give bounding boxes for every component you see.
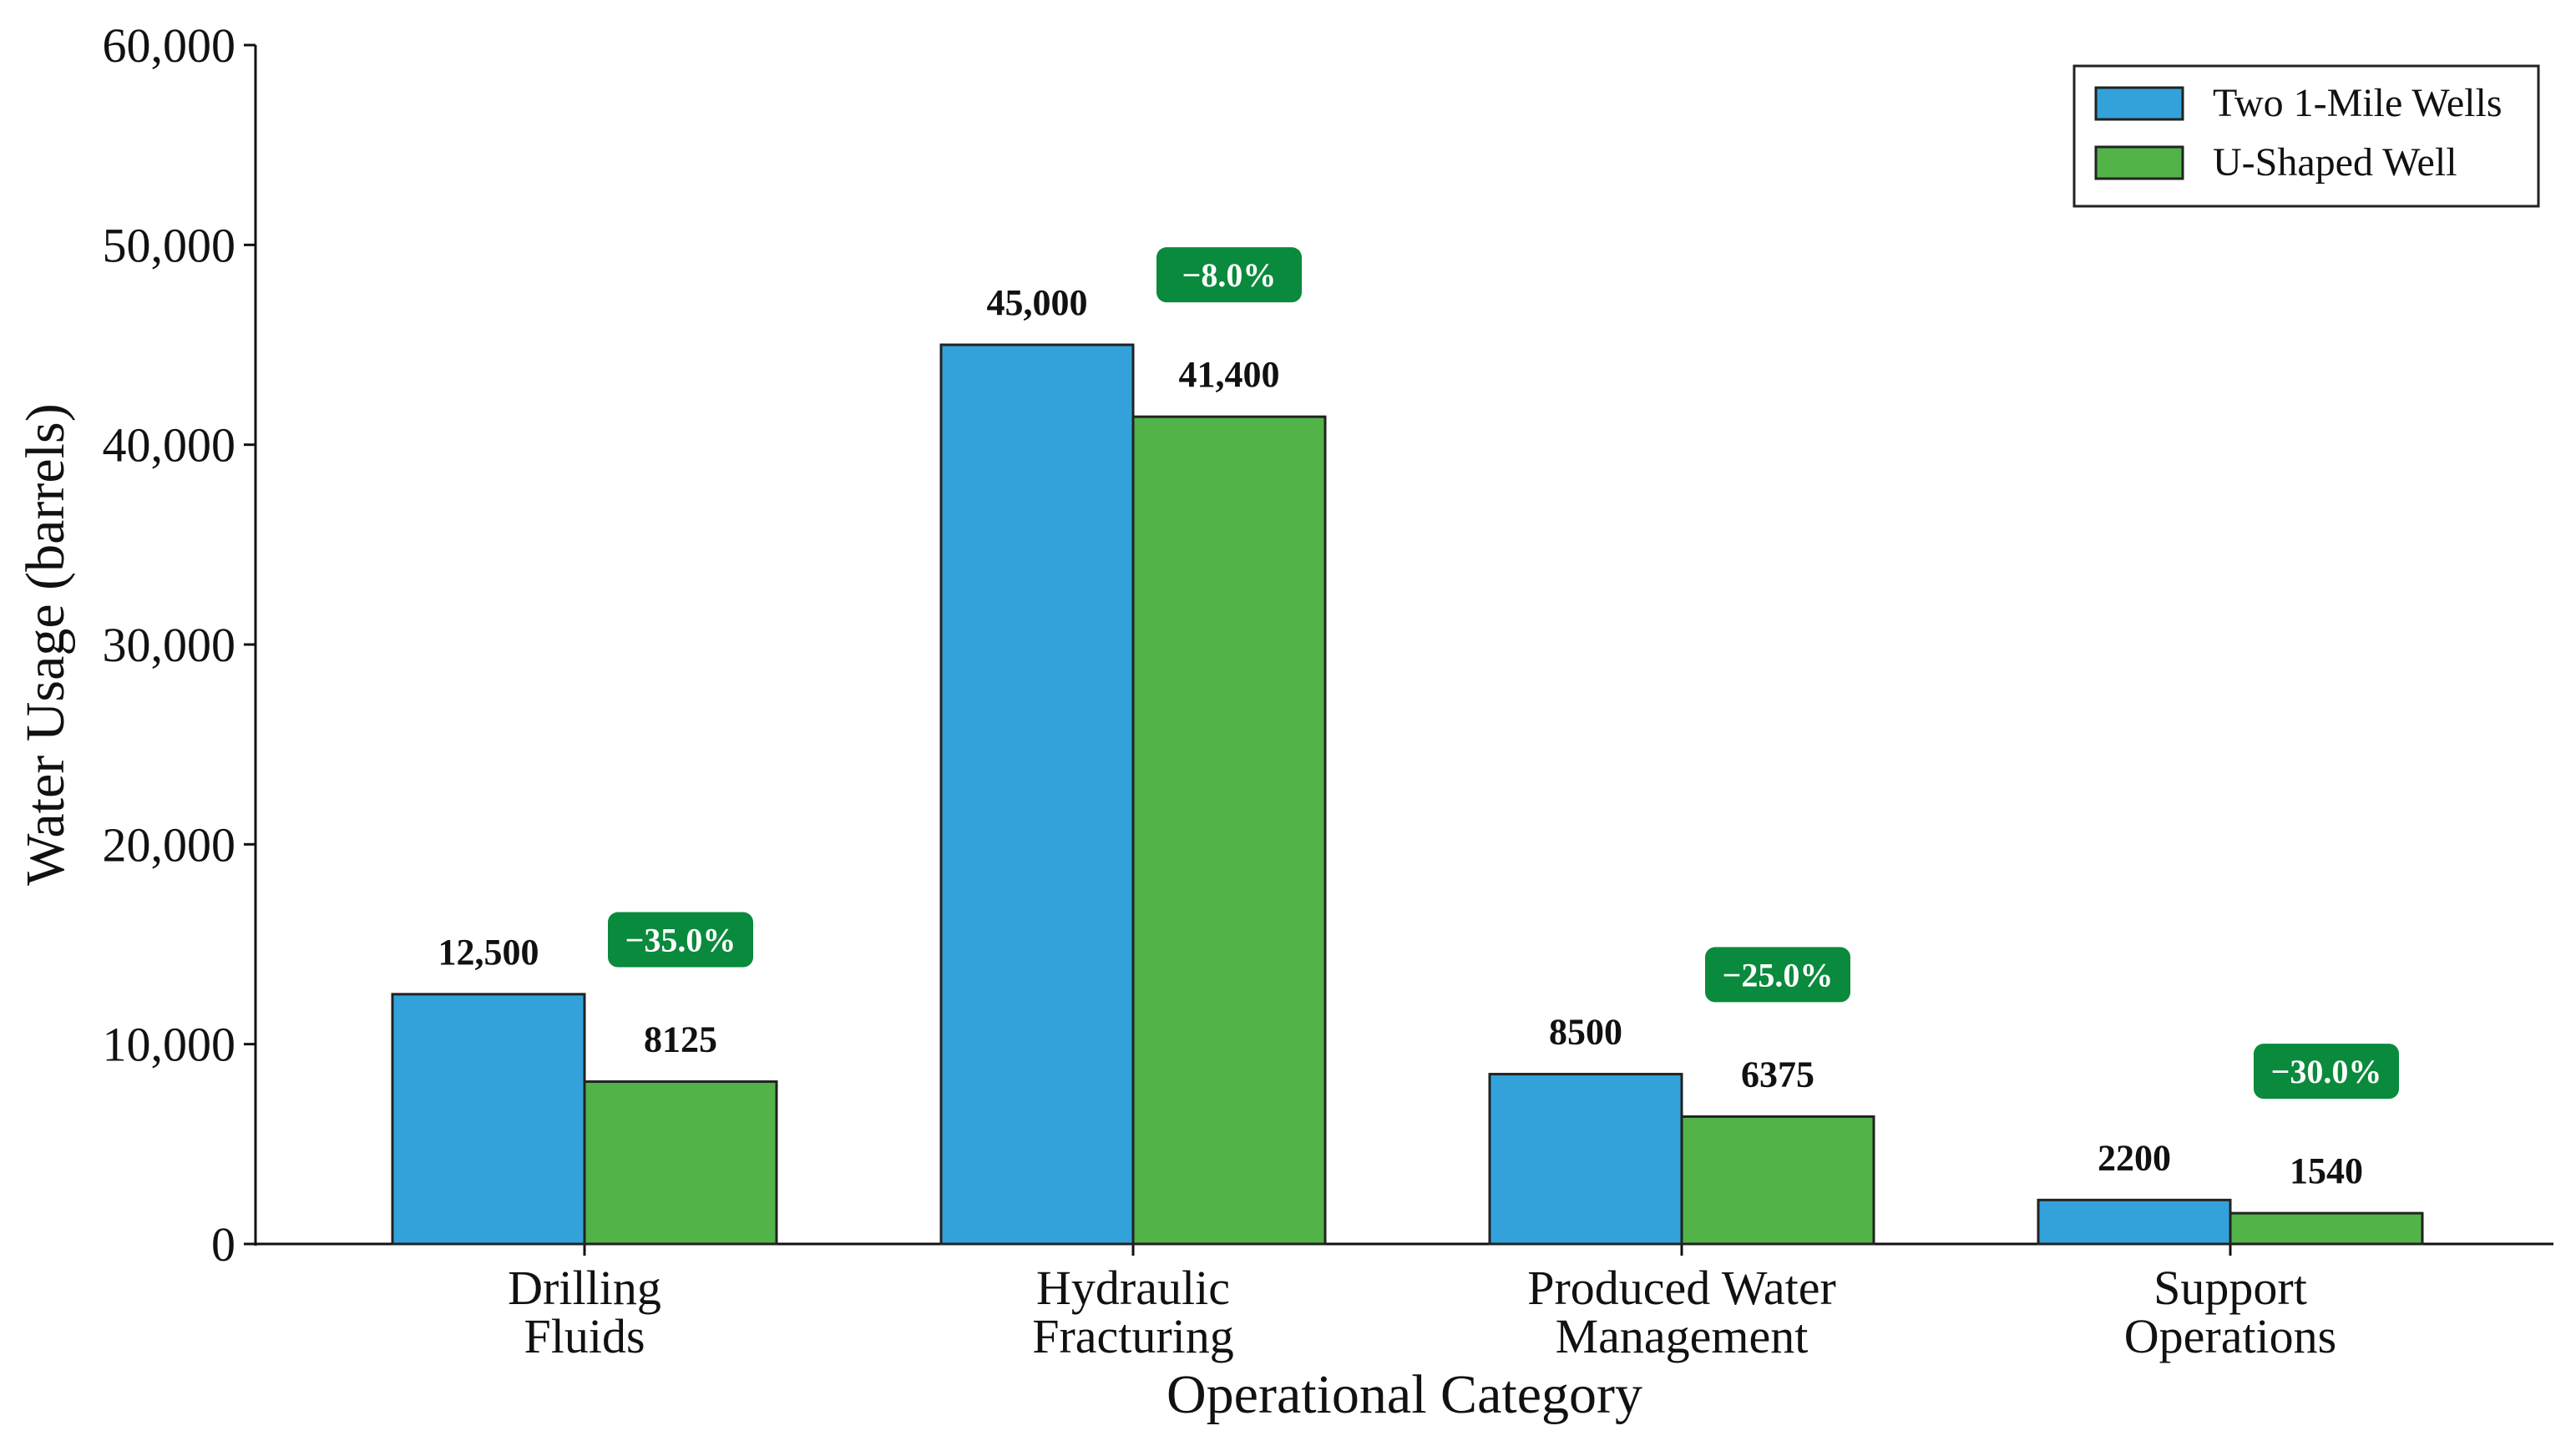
y-tick-label: 60,000: [103, 18, 236, 73]
data-label: 12,500: [438, 932, 539, 973]
y-tick-label: 30,000: [103, 618, 236, 672]
legend-swatch: [2094, 145, 2184, 180]
reduction-label: −30.0%: [2271, 1053, 2382, 1090]
legend: Two 1-Mile Wells U-Shaped Well: [2072, 64, 2540, 208]
x-tick-label: Produced Water: [1527, 1261, 1836, 1315]
x-axis-title: Operational Category: [1167, 1364, 1642, 1425]
data-label: 41,400: [1179, 354, 1280, 395]
x-tick-label: Hydraulic: [1036, 1261, 1230, 1315]
bar: [583, 1080, 778, 1246]
y-tick-label: 50,000: [103, 218, 236, 272]
data-label: 8500: [1549, 1012, 1622, 1053]
data-label: 6375: [1741, 1054, 1814, 1095]
reduction-badge: [2254, 1044, 2399, 1100]
reduction-badge: [608, 912, 753, 968]
x-tick-label: Management: [1556, 1309, 1809, 1363]
x-tick-label: Support: [2153, 1261, 2307, 1315]
x-tick-label: Drilling: [508, 1261, 661, 1315]
legend-entry: Two 1-Mile Wells: [2213, 81, 2503, 125]
data-label: 8125: [644, 1019, 717, 1060]
reduction-label: −25.0%: [1723, 956, 1834, 993]
bar: [2229, 1211, 2424, 1246]
legend-entry: U-Shaped Well: [2213, 140, 2457, 185]
bar: [2037, 1198, 2232, 1246]
data-label: 1540: [2290, 1150, 2363, 1191]
x-tick-label: Fluids: [524, 1309, 645, 1363]
bar: [1680, 1115, 1875, 1246]
data-label: 45,000: [987, 282, 1088, 323]
reduction-badge: [1705, 947, 1850, 1003]
y-tick-label: 0: [211, 1217, 235, 1272]
data-label: 2200: [2098, 1137, 2171, 1178]
y-tick-label: 20,000: [103, 817, 236, 872]
bar: [1488, 1073, 1683, 1246]
legend-swatch: [2094, 86, 2184, 121]
reduction-label: −8.0%: [1182, 256, 1277, 294]
bars: [391, 343, 2424, 1246]
value-labels: 12,500 8125 −35.0% 45,000 41,400 −8.0% 8500 637…: [438, 247, 2399, 1191]
y-tick-label: 10,000: [103, 1018, 236, 1072]
y-tick-label: 40,000: [103, 418, 236, 473]
axes: 0 10,000 20,000 30,000 40,000 50,000 60,000 Wat…: [15, 18, 2553, 1425]
bar: [1131, 415, 1327, 1246]
x-tick-label: Operations: [2124, 1309, 2337, 1363]
x-tick-label: Fracturing: [1032, 1309, 1234, 1363]
bar: [939, 343, 1135, 1246]
bar: [391, 993, 586, 1246]
reduction-label: −35.0%: [625, 922, 736, 959]
reduction-badge: [1156, 247, 1302, 303]
y-axis-title: Water Usage (barrels): [15, 403, 76, 885]
